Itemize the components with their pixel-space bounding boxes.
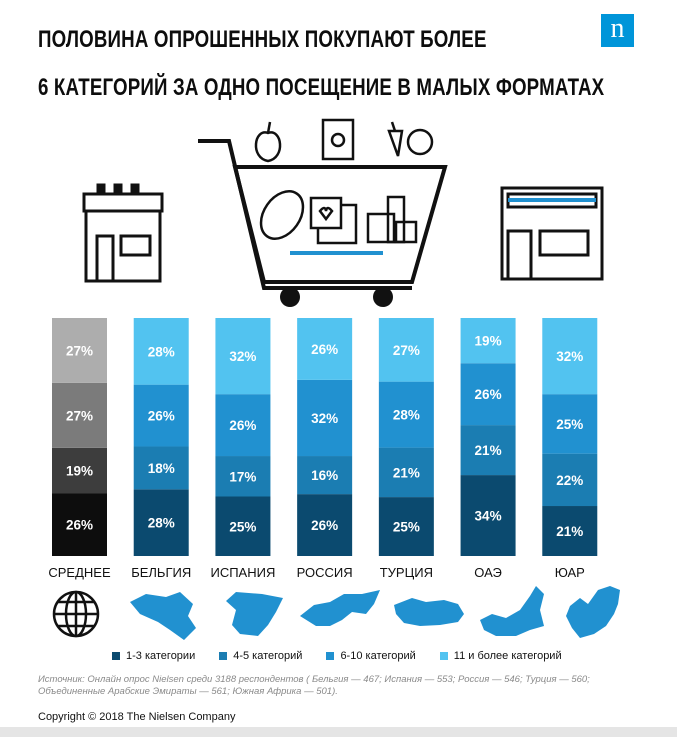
shop-icon xyxy=(82,183,164,283)
bar-segment xyxy=(52,318,107,383)
globe-icon xyxy=(52,590,100,638)
bar-segment xyxy=(133,489,189,556)
bar-segment xyxy=(52,447,107,494)
bar-segment xyxy=(378,318,434,382)
bar-segment xyxy=(133,318,189,385)
category-label: ИСПАНИЯ xyxy=(210,565,275,580)
bar-segment xyxy=(215,456,271,497)
legend-label: 11 и более категорий xyxy=(453,650,562,662)
bar-segment xyxy=(215,318,271,395)
bar-value-label: 21% xyxy=(556,524,583,539)
bar-segment xyxy=(460,363,516,426)
belgium-map-icon xyxy=(130,592,196,640)
bar-value-label: 17% xyxy=(229,469,256,484)
bar-value-label: 32% xyxy=(311,411,338,426)
chart-title-line-2: 6 КАТЕГОРИЙ ЗА ОДНО ПОСЕЩЕНИЕ В МАЛЫХ ФО… xyxy=(38,74,605,101)
south-africa-map-icon xyxy=(566,586,620,638)
bar-segment xyxy=(460,425,516,476)
bar-value-label: 28% xyxy=(393,408,420,423)
bar-value-label: 28% xyxy=(148,344,175,359)
bar-segment xyxy=(133,446,189,490)
milk-icon xyxy=(366,195,418,244)
bar-segment xyxy=(133,384,189,447)
bar-value-label: 32% xyxy=(556,349,583,364)
chocolate-icon xyxy=(309,196,358,245)
category-label: ЮАР xyxy=(555,565,585,580)
bar-segment xyxy=(542,318,598,395)
bar-value-label: 19% xyxy=(66,464,93,479)
category-label: ОАЭ xyxy=(474,565,502,580)
bar-value-label: 27% xyxy=(66,343,93,358)
footer-bar xyxy=(0,727,677,737)
turkey-map-icon xyxy=(394,598,464,626)
legend-label: 1-3 категории xyxy=(126,650,196,662)
bar-segment xyxy=(378,497,434,556)
legend-item: 4-5 категорий xyxy=(219,650,302,662)
vegetables-icon xyxy=(387,121,434,157)
bar-value-label: 21% xyxy=(475,443,502,458)
bar-value-label: 25% xyxy=(556,417,583,432)
copyright: Copyright © 2018 The Nielsen Company xyxy=(38,711,236,723)
bar-segment xyxy=(215,394,271,457)
category-label: СРЕДНЕЕ xyxy=(48,565,111,580)
bar-value-label: 32% xyxy=(229,349,256,364)
bar-segment xyxy=(460,475,516,556)
bar-value-label: 27% xyxy=(66,408,93,423)
shopping-cart-icon xyxy=(198,139,448,307)
bar-value-label: 25% xyxy=(229,519,256,534)
bar-segment xyxy=(542,453,598,507)
bag-icon xyxy=(321,118,355,161)
bar-value-label: 25% xyxy=(393,520,420,535)
legend-swatch xyxy=(326,652,335,660)
legend-swatch xyxy=(112,652,120,660)
bar-segment xyxy=(297,379,353,457)
bar-value-label: 26% xyxy=(148,409,175,424)
bar-value-label: 26% xyxy=(229,418,256,433)
bread-icon xyxy=(259,190,305,240)
bar-segment xyxy=(52,382,107,448)
category-label: ТУРЦИЯ xyxy=(380,565,433,580)
bar-segment xyxy=(378,447,434,498)
bar-value-label: 26% xyxy=(311,342,338,357)
bar-value-label: 19% xyxy=(475,334,502,349)
legend-label: 4-5 категорий xyxy=(233,650,303,662)
bar-segment xyxy=(215,496,271,556)
uae-map-icon xyxy=(480,586,544,636)
bar-segment xyxy=(52,493,107,556)
chart-title-line-1: ПОЛОВИНА ОПРОШЕННЫХ ПОКУПАЮТ БОЛЕЕ xyxy=(38,26,487,53)
bar-value-label: 34% xyxy=(475,509,502,524)
legend-swatch xyxy=(219,652,228,660)
bar-value-label: 21% xyxy=(393,465,420,480)
legend-item: 1-3 категории xyxy=(112,650,195,662)
apple-icon xyxy=(254,121,282,163)
bar-value-label: 26% xyxy=(475,387,502,402)
kiosk-icon xyxy=(500,186,604,281)
legend-item: 6-10 категорий xyxy=(326,650,416,662)
bar-segment xyxy=(542,506,598,556)
bar-value-label: 16% xyxy=(311,468,338,483)
nielsen-logo: n xyxy=(601,14,634,47)
russia-map-icon xyxy=(300,590,380,626)
category-label: БЕЛЬГИЯ xyxy=(131,565,191,580)
bar-segment xyxy=(542,394,598,454)
bar-value-label: 22% xyxy=(556,473,583,488)
bar-value-label: 18% xyxy=(148,461,175,476)
bar-segment xyxy=(297,456,353,495)
legend-item: 11 и более категорий xyxy=(439,650,562,662)
legend-label: 6-10 категорий xyxy=(340,650,416,662)
source-note: Источник: Онлайн опрос Nielsen среди 318… xyxy=(38,674,590,697)
bar-segment xyxy=(378,381,434,448)
spain-map-icon xyxy=(226,592,283,636)
bar-value-label: 27% xyxy=(393,343,420,358)
category-label: РОССИЯ xyxy=(297,565,353,580)
bar-value-label: 26% xyxy=(311,518,338,533)
legend-swatch xyxy=(439,652,448,660)
chart-legend: 1-3 категории 4-5 категорий 6-10 категор… xyxy=(112,650,586,662)
bar-value-label: 28% xyxy=(148,516,175,531)
bar-value-label: 26% xyxy=(66,518,93,533)
bar-segment xyxy=(297,318,353,380)
bar-segment xyxy=(297,494,353,556)
bar-segment xyxy=(460,318,516,364)
